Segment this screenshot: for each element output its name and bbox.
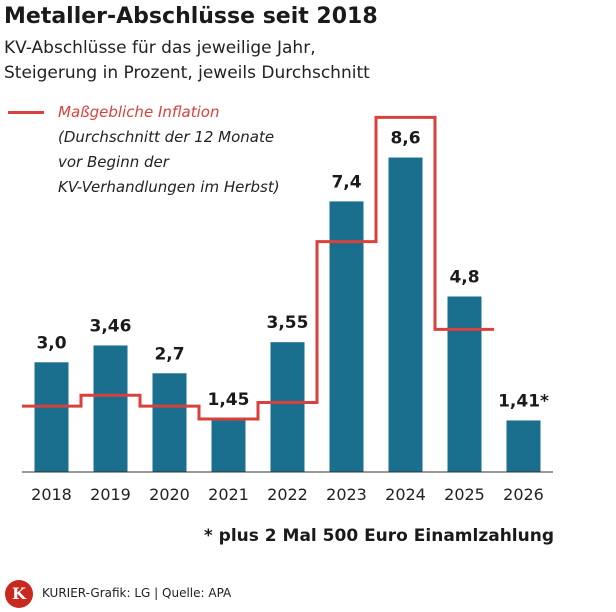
legend-title: Maßgebliche Inflation	[58, 103, 220, 121]
inflation-line-group	[22, 115, 494, 421]
value-labels-group: 3,0 3,46 2,7 1,45 3,55 7,4 8,6 4,8 1,41*	[36, 129, 549, 412]
subtitle-line-1: KV-Abschlüsse für das jeweilige Jahr,	[4, 38, 316, 58]
year-label-2026: 2026	[503, 485, 544, 504]
value-label-2019: 3,46	[90, 316, 132, 336]
value-label-2024: 8,6	[390, 129, 420, 149]
year-label-2019: 2019	[90, 485, 131, 504]
year-label-2023: 2023	[326, 485, 367, 504]
legend-text: Maßgebliche Inflation (Durchschnitt der …	[58, 100, 348, 200]
bar-2023	[329, 201, 364, 473]
legend-desc-line-1: (Durchschnitt der 12 Monate	[58, 128, 275, 146]
footer: K KURIER-Grafik: LG | Quelle: APA	[0, 574, 616, 612]
bar-2021	[211, 418, 246, 472]
year-label-2024: 2024	[385, 485, 426, 504]
value-label-2023: 7,4	[331, 172, 361, 192]
bar-2026	[506, 420, 541, 472]
bar-2020	[152, 373, 187, 472]
year-label-2020: 2020	[149, 485, 190, 504]
kurier-logo: K	[5, 580, 33, 608]
subtitle-line-2: Steigerung in Prozent, jeweils Durchschn…	[4, 63, 370, 83]
footnote: * plus 2 Mal 500 Euro Einamlzahlung	[203, 526, 554, 546]
bar-2019	[93, 345, 128, 472]
bar-2024	[388, 157, 423, 473]
legend-desc-line-2: vor Beginn der	[58, 153, 169, 171]
year-label-2025: 2025	[444, 485, 485, 504]
legend-desc-line-3: KV-Verhandlungen im Herbst)	[58, 178, 280, 196]
chart-title: Metaller-Abschlüsse seit 2018	[4, 4, 378, 29]
bars-group	[34, 157, 541, 473]
value-label-2026: 1,41*	[498, 391, 549, 411]
bar-2022	[270, 342, 305, 472]
year-label-2022: 2022	[267, 485, 308, 504]
bar-2025	[447, 296, 482, 472]
value-label-2020: 2,7	[154, 344, 184, 364]
year-labels-group: 2018 2019 2020 2021 2022 2023 2024 2025 2026	[31, 485, 544, 504]
year-label-2021: 2021	[208, 485, 249, 504]
value-label-2022: 3,55	[267, 313, 309, 333]
year-label-2018: 2018	[31, 485, 72, 504]
inflation-step-line	[22, 115, 494, 421]
source-credit: KURIER-Grafik: LG | Quelle: APA	[42, 586, 232, 600]
value-label-2018: 3,0	[36, 333, 66, 353]
bar-2018	[34, 362, 69, 472]
value-label-2021: 1,45	[208, 390, 250, 410]
chart-subtitle: KV-Abschlüsse für das jeweilige Jahr, St…	[4, 36, 370, 86]
value-label-2025: 4,8	[449, 267, 479, 287]
legend-line-swatch	[8, 111, 44, 114]
